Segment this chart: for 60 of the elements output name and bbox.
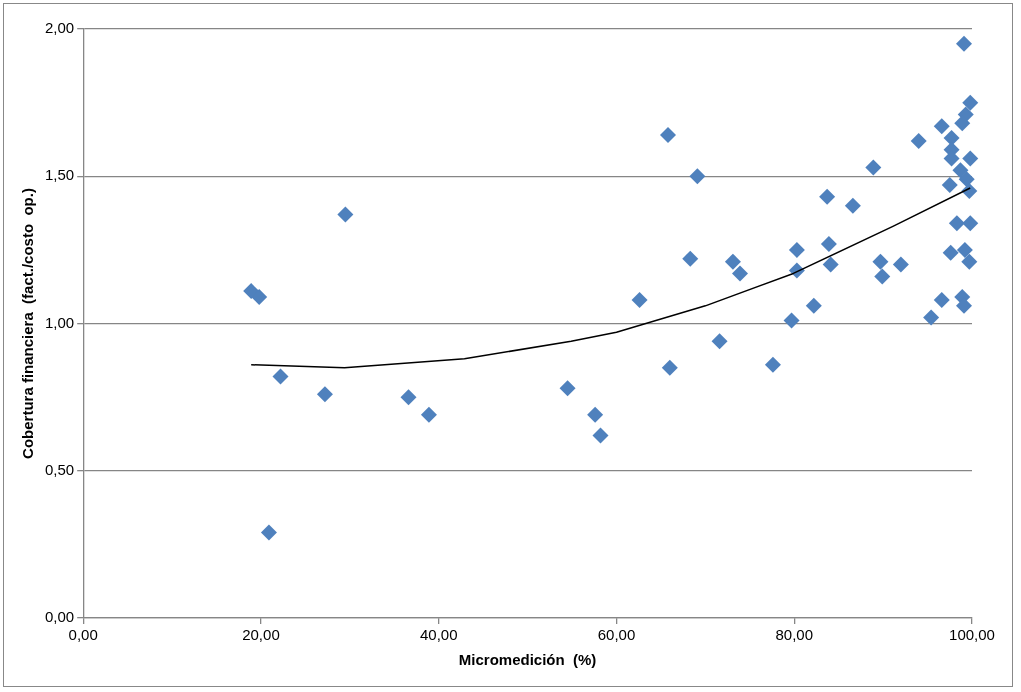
point [819,188,836,205]
point [923,309,940,326]
point [420,406,437,423]
point [661,359,678,376]
point [587,406,604,423]
x-tick-label: 80,00 [775,626,814,644]
point [943,129,960,146]
point [956,241,973,258]
point [865,159,882,176]
point [892,256,909,273]
point [958,171,975,188]
x-tick-label: 40,00 [419,626,458,644]
y-tick-label: 2,00 [44,19,75,37]
point [820,235,837,252]
point [783,312,800,329]
point [400,389,417,406]
point [910,132,927,149]
y-axis-title: Cobertura financiera (fact./costo op.) [19,188,37,459]
point [822,256,839,273]
point [872,253,889,270]
x-tick-label: 100,00 [949,626,995,644]
point [948,215,965,232]
y-tick-label: 1,00 [44,313,75,331]
point [962,94,979,111]
point [956,35,972,52]
point [874,268,891,285]
point [942,244,959,261]
point [711,333,728,350]
point [805,297,822,314]
point [559,380,576,397]
point [933,291,950,308]
y-tick-label: 0,50 [44,460,75,478]
y-tick-label: 0,00 [44,608,75,626]
point [962,150,979,167]
point [316,386,333,403]
point [941,177,958,194]
point [933,118,950,135]
point [962,215,979,232]
point [260,524,277,541]
point [592,427,609,444]
point [724,253,741,270]
point [788,241,805,258]
x-tick-label: 20,00 [242,626,280,644]
point [660,127,677,144]
y-tick-label: 1,50 [44,166,75,184]
point [689,168,706,185]
point [337,206,354,223]
point [251,289,268,305]
point [732,265,749,282]
point [844,197,861,214]
point [631,291,648,308]
point [952,162,969,179]
point [272,368,289,385]
point [682,250,699,267]
x-tick-label: 0,00 [68,626,98,644]
point [954,115,971,132]
point [764,356,781,373]
x-tick-label: 60,00 [597,626,636,644]
point [961,253,978,270]
x-axis-title: Micromedición (%) [458,651,597,669]
